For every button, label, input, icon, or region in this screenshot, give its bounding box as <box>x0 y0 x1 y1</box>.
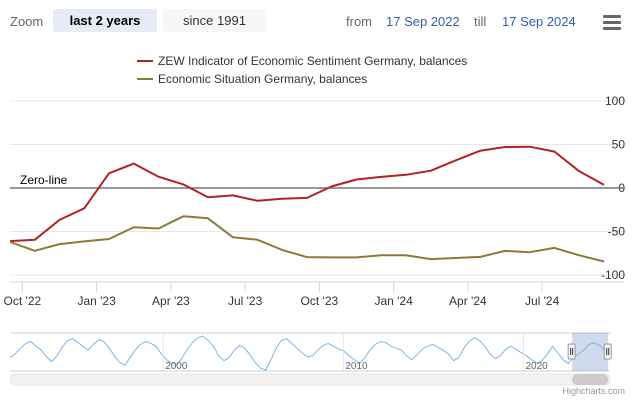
x-tick-label: Apr '24 <box>449 294 487 308</box>
x-tick-label: Apr '23 <box>152 294 190 308</box>
navigator-series <box>9 335 611 371</box>
x-tick-label: Jul '24 <box>525 294 560 308</box>
y-tick-label: -100 <box>601 268 625 282</box>
y-tick-label: 50 <box>612 138 626 152</box>
y-tick-label: 100 <box>605 94 625 108</box>
legend-item-series1[interactable]: ZEW Indicator of Economic Sentiment Germ… <box>158 54 467 68</box>
navigator-year-label: 2020 <box>526 361 549 372</box>
series-line-zew-sentiment[interactable] <box>9 145 605 243</box>
from-date-input[interactable]: 17 Sep 2022 <box>386 14 460 29</box>
navigator-selection[interactable] <box>572 333 609 371</box>
legend-item-series2[interactable]: Economic Situation Germany, balances <box>158 72 367 86</box>
navigator-year-label: 2000 <box>165 361 188 372</box>
x-tick-label: Oct '22 <box>4 294 42 308</box>
y-tick-label: -50 <box>608 225 626 239</box>
scrollbar-track[interactable] <box>9 373 611 386</box>
x-tick-label: Jan '24 <box>374 294 413 308</box>
handle-body[interactable] <box>603 343 612 360</box>
navigator-left-handle[interactable] <box>567 343 576 360</box>
till-label: till <box>474 14 487 29</box>
x-tick-label: Oct '23 <box>301 294 339 308</box>
handle-body[interactable] <box>567 343 576 360</box>
hamburger-menu-icon[interactable] <box>603 15 621 31</box>
zoom-label: Zoom <box>10 14 44 29</box>
x-tick-label: Jul '23 <box>228 294 263 308</box>
from-label: from <box>346 14 372 29</box>
zero-line-label: Zero-line <box>20 173 68 187</box>
range-selector: Zoom last 2 years since 1991 from 17 Sep… <box>0 0 635 40</box>
scrollbar-thumb[interactable] <box>572 374 609 385</box>
navigator-right-handle[interactable] <box>603 343 612 360</box>
credits-link[interactable]: Highcharts.com <box>562 386 625 396</box>
series-line-economic-situation[interactable] <box>9 215 605 263</box>
legend[interactable]: ZEW Indicator of Economic Sentiment Germ… <box>137 54 467 86</box>
zoom-2-years-button[interactable]: last 2 years <box>53 9 157 32</box>
till-date-input[interactable]: 17 Sep 2024 <box>502 14 576 29</box>
navigator-year-label: 2010 <box>345 361 368 372</box>
x-tick-label: Jan '23 <box>77 294 116 308</box>
zoom-since-1991-button[interactable]: since 1991 <box>163 9 266 32</box>
